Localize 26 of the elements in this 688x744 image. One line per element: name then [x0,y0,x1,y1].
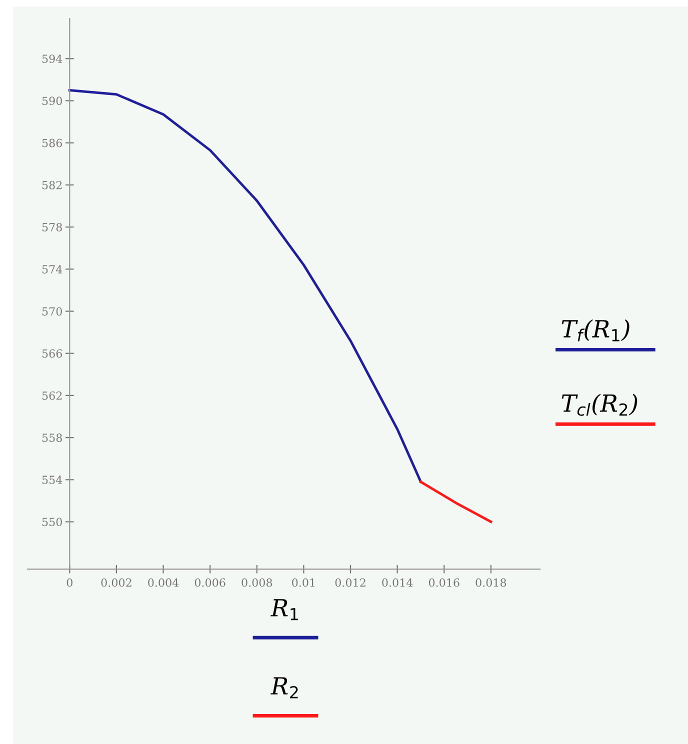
x-tick-label: 0.008 [242,578,272,587]
y-tick-label: 574 [42,265,62,274]
x-tick-label: 0.018 [476,578,506,587]
x-tick-label: 0.006 [194,578,226,587]
text: R$_{1}$ R$_{2}$ [270,599,298,698]
y-tick-label: 558 [42,434,62,442]
y-tick-label: 550 [42,518,62,526]
y-tick-label: 566 [42,349,62,358]
y-tick-label: 578 [42,223,62,232]
x-tick-label: 0.012 [335,578,366,587]
x-tick-label: 0 [66,578,72,587]
line-series [68,88,422,484]
y-tick-label: 582 [42,180,62,190]
y-tick-label: 570 [42,307,62,316]
y-tick-label: 554 [42,476,62,484]
x-tick-label: 0.014 [382,578,413,587]
x-tick-label: 0.016 [428,578,460,587]
x-tick-label: 0.01 [292,578,314,587]
text: T$_{cl}$(R$_{2}$) [562,394,638,416]
x-tick-label: 0.004 [148,578,179,587]
y-tick-label: 594 [42,54,62,63]
text: T$_{f}$(R$_{1}$) [562,319,630,342]
y-tick-label: 586 [42,138,62,148]
y-tick-label: 590 [42,96,62,106]
x-tick-label: 0.002 [101,578,132,587]
y-tick-label: 562 [42,391,62,400]
